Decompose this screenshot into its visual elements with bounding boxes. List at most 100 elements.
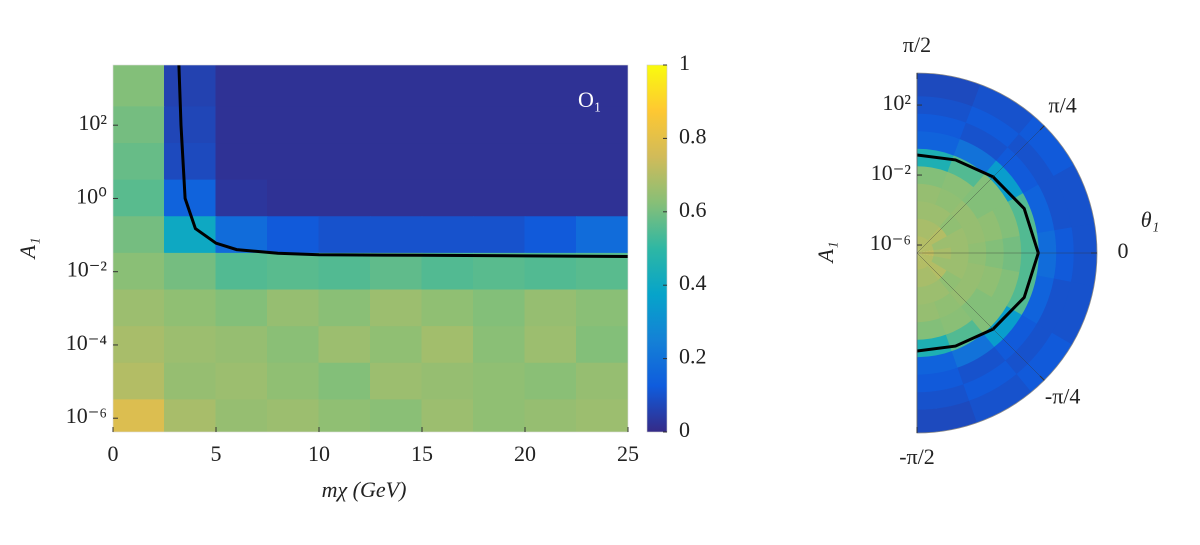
heat-cell [917, 383, 973, 411]
heat-cell [969, 372, 1035, 424]
heat-cell [963, 104, 1020, 148]
heat-cell [524, 106, 577, 145]
heat-cell [576, 326, 628, 364]
heat-cell [113, 143, 165, 181]
heat-cell [473, 252, 526, 291]
x-tick-label: 0 [108, 441, 119, 466]
heat-cell [1005, 131, 1054, 185]
heat-cell [1051, 278, 1096, 345]
heat-cell [370, 399, 423, 432]
heat-cell [473, 106, 526, 145]
theta-tick-label: -π/4 [1045, 384, 1081, 409]
theta-tick-label: π/4 [1049, 92, 1077, 117]
heat-cell [473, 143, 526, 181]
heat-cell [917, 113, 967, 140]
heat-cell [951, 332, 997, 369]
colorbar-tick-label: 0 [679, 417, 690, 442]
heat-cell [421, 252, 474, 291]
heat-cell [994, 312, 1039, 361]
heat-cell [267, 179, 320, 218]
theta-tick-label: 0 [1118, 238, 1129, 263]
heat-cell [473, 326, 526, 364]
heat-cell [370, 362, 423, 401]
annotation: O₁ [578, 87, 602, 112]
r-tick-label: 10⁻² [871, 160, 912, 185]
heat-cell [318, 216, 371, 254]
heat-cell [1036, 275, 1073, 333]
plot-frame [112, 64, 629, 433]
heat-cell [370, 252, 423, 291]
heat-cell [215, 106, 268, 145]
heat-cell [113, 216, 165, 254]
heat-cell [524, 326, 577, 364]
heat-cell [421, 326, 474, 364]
theta-grid-line [916, 252, 1045, 381]
heat-cell [215, 216, 268, 254]
y-tick-label: 10⁻² [67, 257, 108, 282]
r-tick-label: 10⁻⁶ [870, 230, 911, 255]
heat-cell [164, 362, 217, 401]
theta-tick-label: π/2 [903, 32, 931, 57]
heat-cell [421, 143, 474, 181]
heat-cell [917, 236, 929, 253]
y-tick-label: 10⁰ [76, 183, 107, 208]
y-axis-label: A₁ [15, 237, 40, 260]
heat-cell [917, 253, 929, 270]
heat-cell [215, 326, 268, 364]
heat-cell [917, 218, 930, 238]
colorbar [646, 64, 668, 433]
heat-cell [1051, 161, 1096, 228]
heat-cell [267, 65, 320, 108]
heat-cell [976, 264, 1004, 298]
heat-cell [917, 130, 960, 156]
heat-cell [164, 326, 217, 364]
x-tick-label: 10 [308, 441, 330, 466]
colorbar-tick-label: 0.4 [679, 270, 707, 295]
contour-line [177, 65, 628, 258]
heat-cell [318, 179, 371, 218]
heat-cell [164, 252, 217, 291]
heat-cell [318, 252, 371, 291]
heat-cell [164, 399, 217, 432]
heat-cell [917, 239, 933, 253]
heat-cell [421, 65, 474, 108]
colorbar-tick-label: 0.2 [679, 344, 707, 369]
heat-cell [940, 170, 974, 201]
heat-cell [917, 268, 930, 288]
heat-cell [994, 145, 1039, 194]
polar-theta-label: θ₁ [1141, 207, 1159, 232]
heat-cell [473, 289, 526, 328]
heat-cell [524, 399, 577, 432]
heat-cell [318, 143, 371, 181]
heat-cell [1036, 173, 1073, 231]
heat-cell [983, 158, 1024, 202]
heat-cell [113, 252, 165, 291]
heat-cell [215, 399, 268, 432]
heat-cell [576, 216, 628, 254]
heat-cell [164, 216, 217, 254]
heat-cell [1016, 113, 1075, 177]
colorbar-tick-label: 0.6 [679, 197, 707, 222]
heat-cell [927, 261, 948, 280]
heat-cell [215, 65, 268, 108]
heat-cell [576, 65, 628, 108]
heat-cell [991, 267, 1021, 307]
heat-cell [421, 216, 474, 254]
heat-cell [576, 289, 628, 328]
heat-cell [917, 73, 981, 107]
heat-cell [113, 179, 165, 218]
heat-cell [164, 289, 217, 328]
heat-cell [922, 265, 940, 286]
heat-cell [917, 244, 934, 253]
heat-cell [945, 318, 986, 352]
heat-cell [318, 106, 371, 145]
heat-cell [267, 252, 320, 291]
heat-cell [267, 399, 320, 432]
heat-cell [576, 362, 628, 401]
heat-cell [917, 334, 954, 358]
heat-cell [370, 65, 423, 108]
heat-cell [972, 295, 1009, 334]
heat-cell [927, 226, 948, 245]
heat-cell [934, 187, 963, 214]
heat-cell [917, 253, 933, 267]
